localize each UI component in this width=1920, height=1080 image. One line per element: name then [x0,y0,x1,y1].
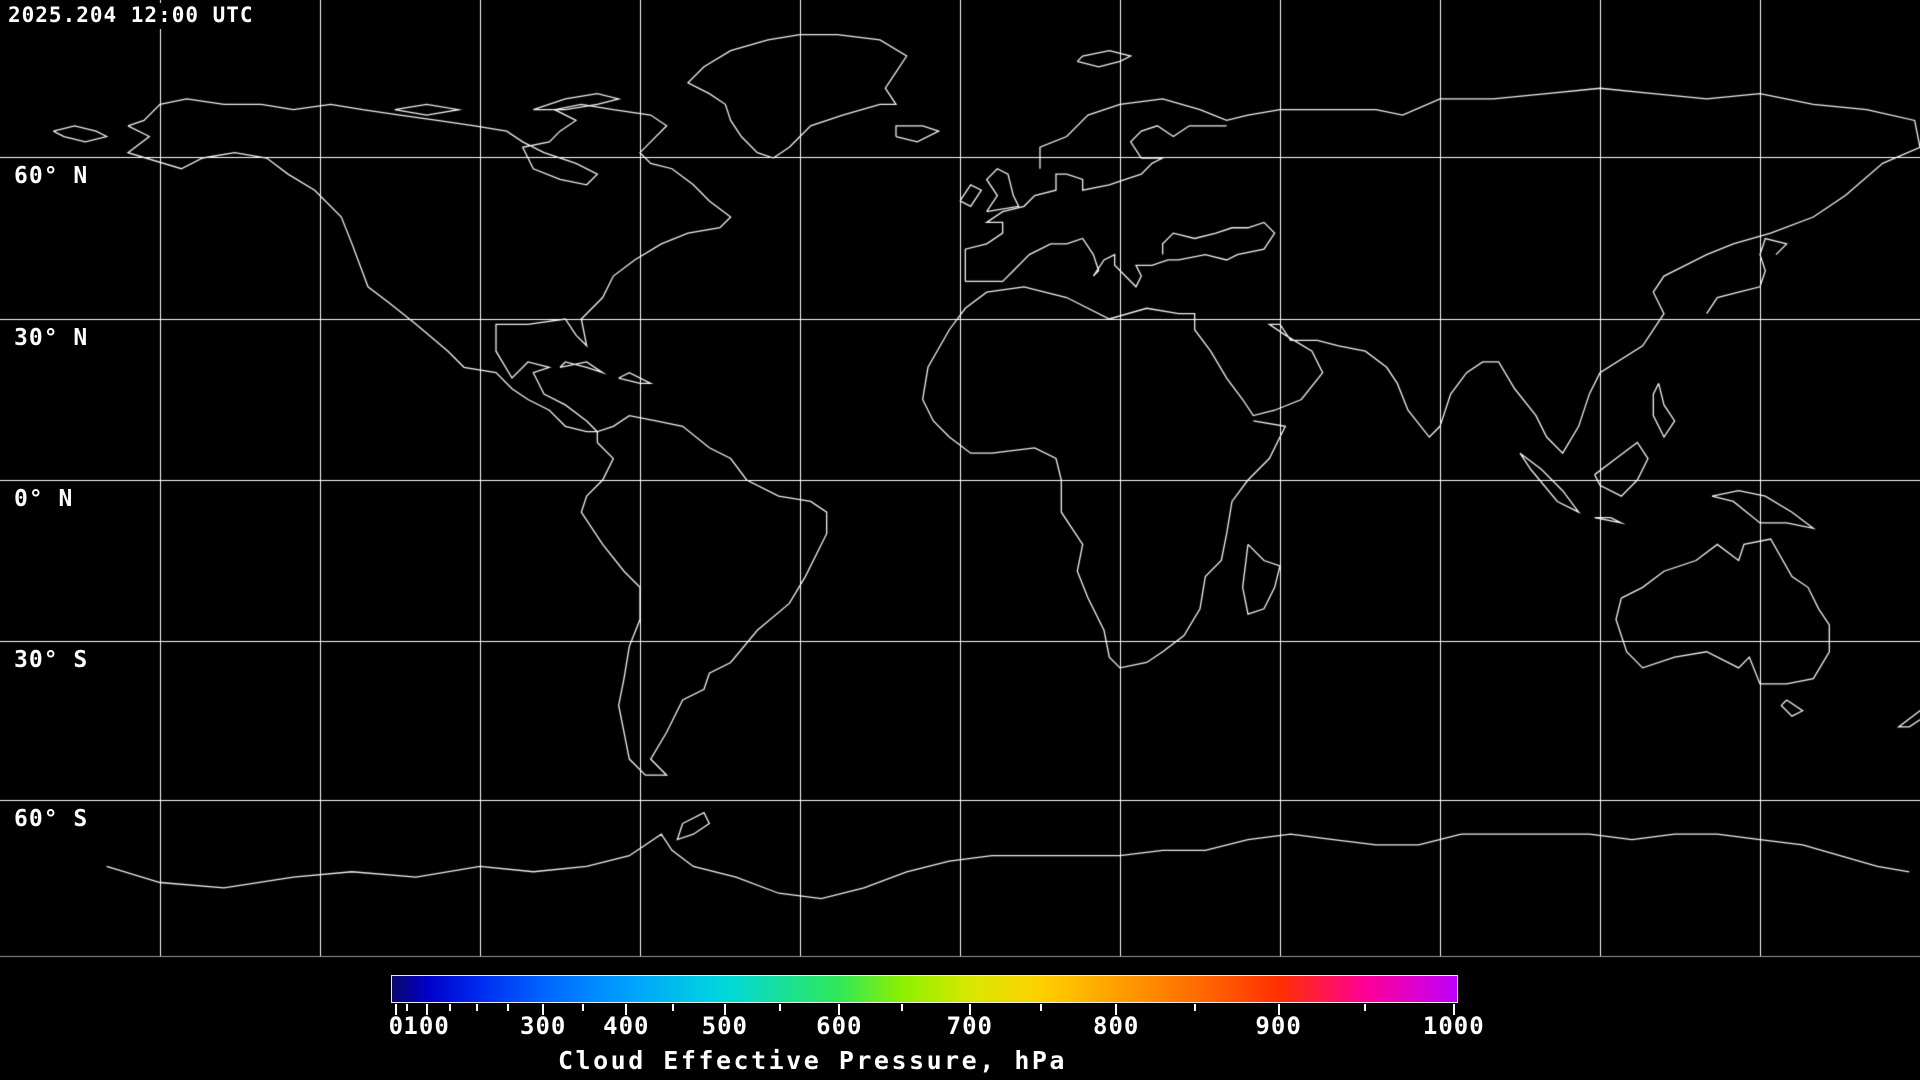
colorbar-major-tick-600 [838,1004,841,1015]
colorbar-minor-tick-2 [476,1004,479,1011]
colorbar-tick-label-700: 700 [946,1012,993,1040]
lat-label-60N: 60° N [14,163,89,189]
lat-label-60S: 60° S [14,806,89,832]
colorbar-major-tick-300 [542,1004,545,1015]
colorbar-minor-tick-1 [448,1004,451,1011]
colorbar-tick-label-500: 500 [701,1012,748,1040]
colorbar [391,975,1458,1003]
colorbar-minor-tick-10 [1364,1004,1367,1011]
cloud-pressure-map-canvas [0,0,1920,958]
colorbar-tick-label-0: 0 [388,1012,405,1040]
colorbar-tick-label-600: 600 [816,1012,863,1040]
colorbar-tick-label-900: 900 [1255,1012,1302,1040]
colorbar-tick-label-800: 800 [1093,1012,1140,1040]
colorbar-caption: Cloud Effective Pressure, hPa [558,1046,1067,1075]
colorbar-minor-tick-0 [406,1004,409,1011]
colorbar-minor-tick-4 [581,1004,584,1011]
colorbar-minor-tick-8 [1039,1004,1042,1011]
colorbar-tick-label-400: 400 [603,1012,650,1040]
lat-label-30N: 30° N [14,325,89,351]
timestamp-label: 2025.204 12:00 UTC [8,3,260,29]
colorbar-major-tick-500 [723,1004,726,1015]
colorbar-minor-tick-6 [778,1004,781,1011]
colorbar-major-tick-900 [1277,1004,1280,1015]
colorbar-major-tick-1000 [1452,1004,1455,1015]
colorbar-major-tick-800 [1115,1004,1118,1015]
colorbar-minor-tick-5 [672,1004,675,1011]
colorbar-minor-tick-3 [507,1004,510,1011]
colorbar-tick-label-100: 100 [403,1012,450,1040]
colorbar-minor-tick-7 [901,1004,904,1011]
colorbar-major-tick-100 [425,1004,428,1015]
colorbar-tick-label-1000: 1000 [1422,1012,1485,1040]
lat-label-0N: 0° N [14,486,74,512]
colorbar-minor-tick-9 [1194,1004,1196,1011]
colorbar-tick-label-300: 300 [520,1012,567,1040]
lat-label-30S: 30° S [14,647,89,673]
colorbar-gradient [392,976,1457,1002]
colorbar-major-tick-700 [968,1004,971,1015]
colorbar-major-tick-0 [395,1004,398,1015]
colorbar-major-tick-400 [625,1004,628,1015]
